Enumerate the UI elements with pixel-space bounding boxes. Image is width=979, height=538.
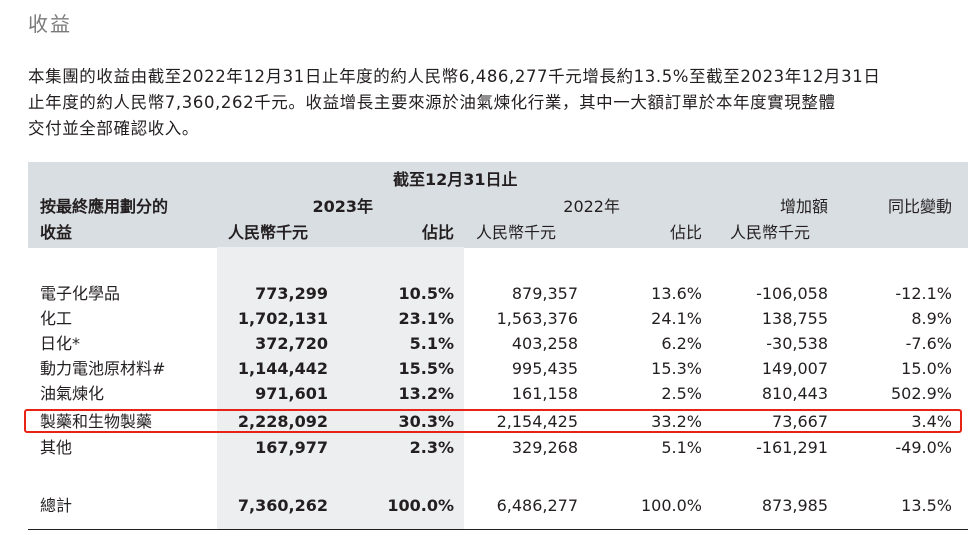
rmb-2022-header: 人民幣千元	[476, 223, 557, 242]
total-value-2023: 7,360,262	[237, 496, 328, 515]
row-increase: -106,058	[756, 284, 828, 303]
row-yoy: 3.4%	[911, 412, 952, 431]
paragraph-line-3: 交付並全部確認收入。	[28, 119, 199, 138]
row-share-2022: 33.2%	[651, 412, 702, 431]
section-title: 收益	[28, 12, 72, 36]
row-value-2022: 879,357	[511, 284, 578, 303]
row-share-2023: 5.1%	[409, 334, 454, 353]
row-share-2023: 23.1%	[398, 309, 454, 328]
row-share-2022: 24.1%	[651, 309, 702, 328]
row-share-2023: 2.3%	[409, 438, 454, 457]
row-value-2022: 329,268	[511, 438, 578, 457]
share-2023-header: 佔比	[421, 223, 454, 242]
row-yoy: 8.9%	[911, 309, 952, 328]
row-value-2022: 403,258	[511, 334, 578, 353]
row-yoy: -7.6%	[905, 334, 952, 353]
year-2023-header: 2023年	[312, 197, 373, 216]
row-share-2022: 2.5%	[661, 384, 702, 403]
rmb-2023-header: 人民幣千元	[228, 223, 309, 242]
total-share-2023: 100.0%	[387, 496, 454, 515]
yoy-header: 同比變動	[887, 197, 952, 216]
paragraph-line-1: 本集團的收益由截至2022年12月31日止年度的約人民幣6,486,277千元增…	[28, 67, 881, 86]
row-category: 日化*	[40, 334, 81, 353]
share-2022-header: 佔比	[669, 223, 702, 242]
row-value-2023: 1,144,442	[237, 359, 328, 378]
row-value-2022: 161,158	[511, 384, 578, 403]
total-category: 總計	[40, 496, 73, 515]
rmb-increase-header: 人民幣千元	[730, 223, 811, 242]
row-category: 製藥和生物製藥	[40, 412, 153, 431]
row-value-2023: 1,702,131	[237, 309, 328, 328]
total-value-2022: 6,486,277	[496, 496, 578, 515]
row-category: 化工	[40, 309, 73, 328]
row-share-2023: 30.3%	[398, 412, 454, 431]
row-share-2023: 10.5%	[398, 284, 454, 303]
row-value-2023: 773,299	[255, 284, 328, 303]
row-increase: 138,755	[761, 309, 828, 328]
year-2022-header: 2022年	[563, 197, 620, 216]
table-header-background	[28, 162, 968, 248]
row-share-2022: 5.1%	[661, 438, 702, 457]
intro-paragraph: 本集團的收益由截至2022年12月31日止年度的約人民幣6,486,277千元增…	[28, 64, 972, 142]
row-category: 油氣煉化	[40, 384, 105, 403]
period-header: 截至12月31日止	[393, 170, 518, 189]
row-share-2023: 13.2%	[398, 384, 454, 403]
row-value-2022: 1,563,376	[496, 309, 578, 328]
row-value-2023: 971,601	[255, 384, 328, 403]
row-increase: -161,291	[756, 438, 828, 457]
row-category: 電子化學品	[40, 284, 121, 303]
row-value-2023: 372,720	[255, 334, 328, 353]
increase-header: 增加額	[779, 197, 828, 216]
row-value-2022: 995,435	[511, 359, 578, 378]
row-value-2022: 2,154,425	[496, 412, 578, 431]
table-bottom-rule	[28, 529, 968, 530]
total-yoy: 13.5%	[901, 496, 952, 515]
row-increase: 149,007	[761, 359, 828, 378]
row-yoy: -49.0%	[895, 438, 952, 457]
row-highlight-box	[24, 409, 962, 433]
row-share-2022: 13.6%	[651, 284, 702, 303]
row-share-2023: 15.5%	[398, 359, 454, 378]
first-col-header-line1: 按最終應用劃分的	[40, 197, 169, 216]
row-yoy: 15.0%	[901, 359, 952, 378]
total-increase: 873,985	[761, 496, 828, 515]
row-category: 其他	[40, 438, 73, 457]
row-increase: -30,538	[766, 334, 828, 353]
row-yoy: 502.9%	[890, 384, 952, 403]
row-increase: 73,667	[772, 412, 828, 431]
row-share-2022: 15.3%	[651, 359, 702, 378]
row-value-2023: 2,228,092	[237, 412, 328, 431]
row-yoy: -12.1%	[895, 284, 952, 303]
row-share-2022: 6.2%	[661, 334, 702, 353]
row-category: 動力電池原材料#	[40, 359, 166, 378]
year-2023-column-shading	[217, 247, 464, 530]
row-increase: 810,443	[761, 384, 828, 403]
total-share-2022: 100.0%	[640, 496, 702, 515]
paragraph-line-2: 止年度的約人民幣7,360,262千元。收益增長主要來源於油氣煉化行業，其中一大…	[28, 93, 836, 112]
first-col-header-line2: 收益	[40, 223, 73, 242]
row-value-2023: 167,977	[255, 438, 328, 457]
